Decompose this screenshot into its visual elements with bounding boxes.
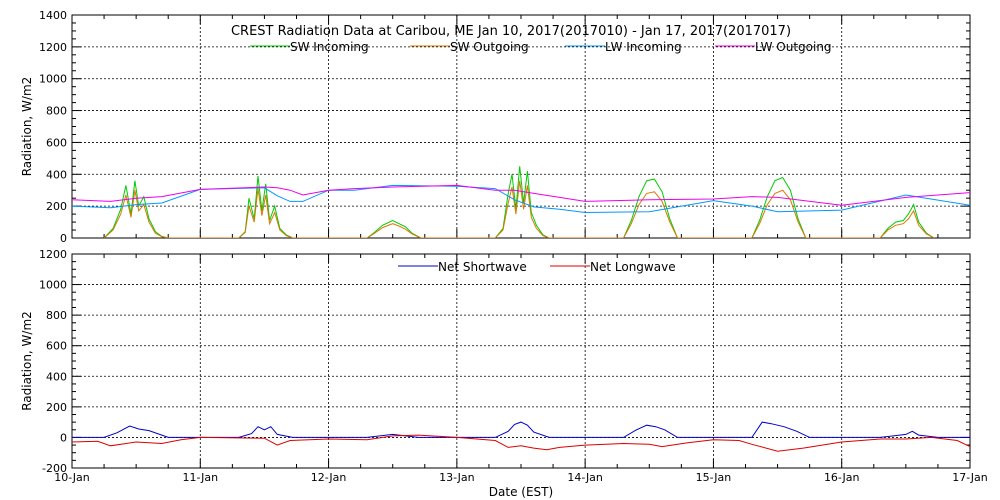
x-tick-label: 11-Jan <box>183 471 219 484</box>
series-line-sw-outgoing <box>103 180 935 238</box>
series-line-net-longwave <box>72 434 970 452</box>
y-tick-label: 600 <box>46 340 67 353</box>
y-tick-label: 1000 <box>39 279 67 292</box>
legend-label: SW Incoming <box>290 40 369 54</box>
y-tick-label: 1000 <box>39 73 67 86</box>
y-tick-label: 400 <box>46 370 67 383</box>
series-line-lw-outgoing <box>72 184 970 206</box>
x-tick-label: 16-Jan <box>824 471 860 484</box>
y-axis-title: Radiation, W/m2 <box>20 77 34 177</box>
y-tick-label: 800 <box>46 309 67 322</box>
y-tick-label: 0 <box>60 431 67 444</box>
y-tick-label: 400 <box>46 168 67 181</box>
chart-title: CREST Radiation Data at Caribou, ME Jan … <box>231 24 791 39</box>
x-tick-label: 10-Jan <box>54 471 90 484</box>
panel-2: -200 0 200 400 600 800 1000 1200 Radiation, W/m2… <box>20 248 988 499</box>
y-tick-label: 0 <box>60 232 67 245</box>
x-axis-title: Date (EST) <box>489 485 553 499</box>
y-tick-label: 1200 <box>39 41 67 54</box>
y-tick-label: 800 <box>46 105 67 118</box>
y-tick-label: 200 <box>46 401 67 414</box>
y-axis-title: Radiation, W/m2 <box>20 311 34 411</box>
y-tick-label: 600 <box>46 136 67 149</box>
y-tick-label: 1400 <box>39 9 67 22</box>
legend-label: LW Incoming <box>605 40 682 54</box>
y-tick-label: -200 <box>42 462 67 475</box>
series-line-net-shortwave <box>72 421 970 438</box>
series-line-sw-incoming <box>103 166 935 238</box>
panel-1: 0 200 400 600 800 1000 1200 1400 Radiation, W/m2… <box>20 9 971 245</box>
x-tick-label: 12-Jan <box>311 471 347 484</box>
x-tick-label: 15-Jan <box>696 471 732 484</box>
legend-label: SW Outgoing <box>450 40 529 54</box>
legend-label: Net Longwave <box>590 260 676 274</box>
plot-frame <box>71 253 971 469</box>
y-tick-label: 1200 <box>39 248 67 261</box>
x-tick-label: 14-Jan <box>567 471 603 484</box>
y-tick-label: 200 <box>46 200 67 213</box>
x-tick-label: 17-Jan <box>952 471 988 484</box>
legend-label: LW Outgoing <box>755 40 832 54</box>
legend-label: Net Shortwave <box>438 260 527 274</box>
x-tick-label: 13-Jan <box>439 471 475 484</box>
